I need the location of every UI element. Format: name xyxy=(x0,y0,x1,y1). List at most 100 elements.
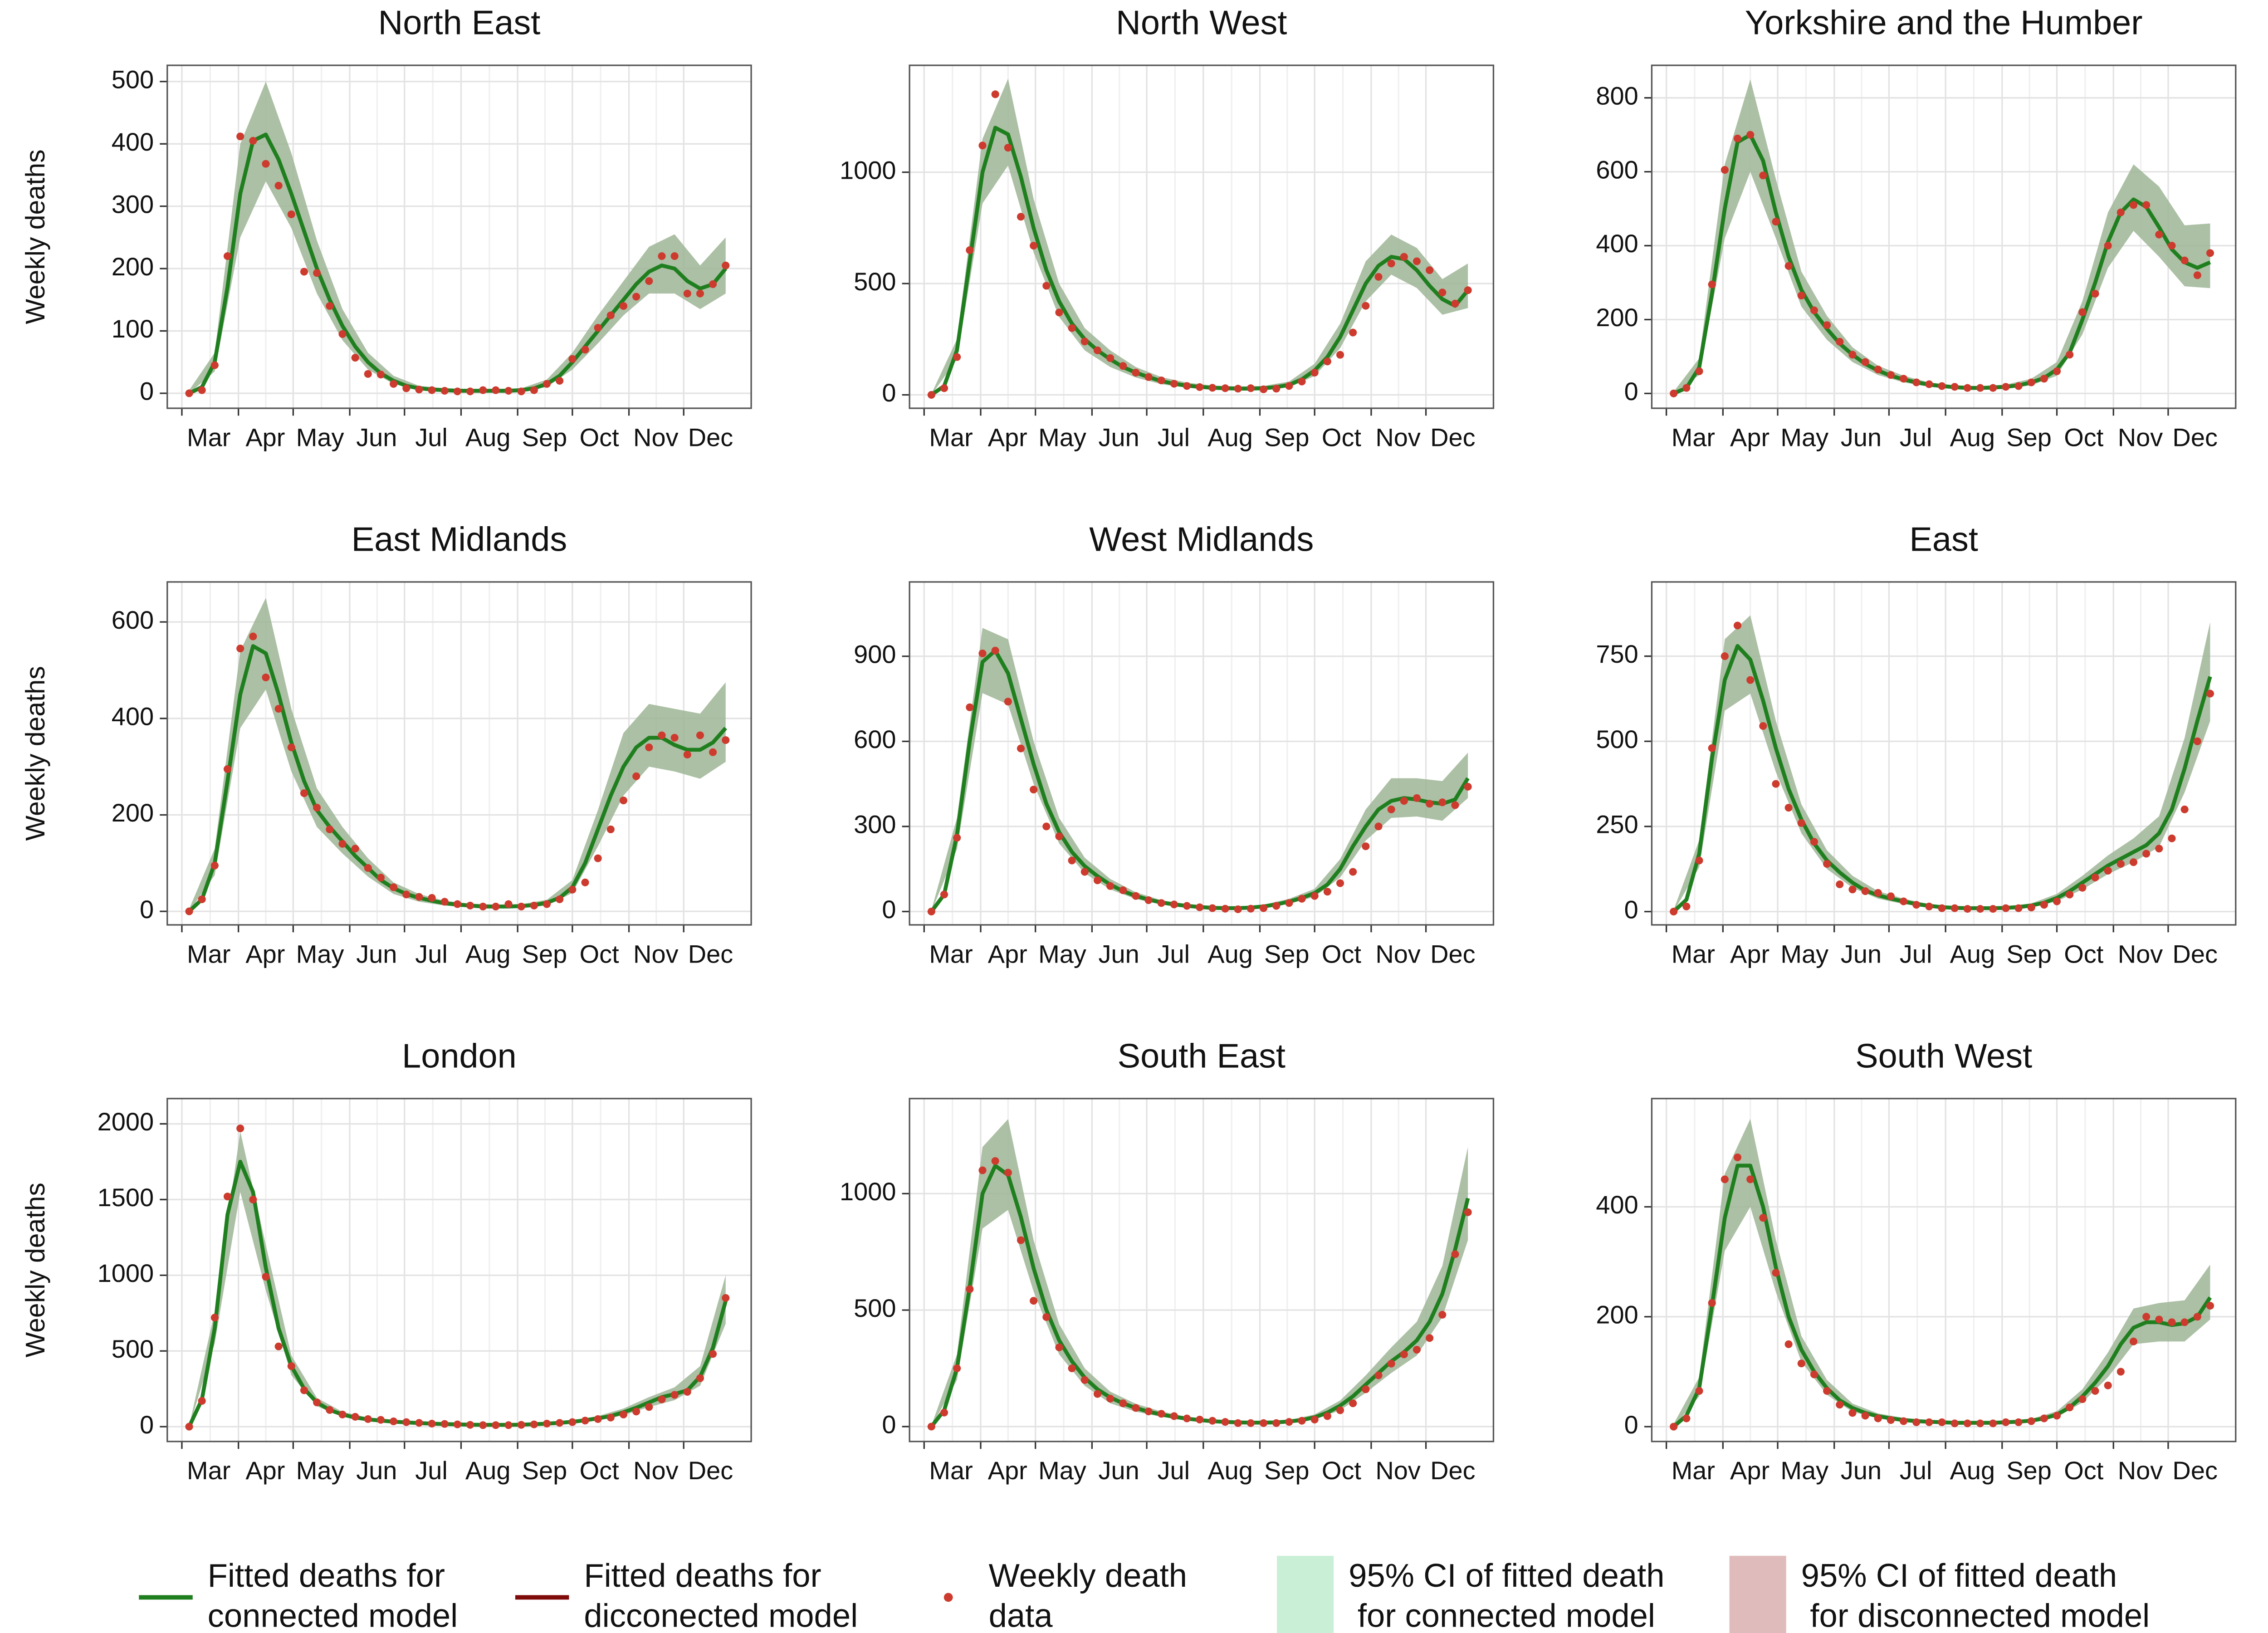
data-point xyxy=(1080,868,1089,876)
y-axis-label: Weekly deaths xyxy=(20,149,50,324)
panel-title: West Midlands xyxy=(1089,520,1314,558)
data-point xyxy=(2104,242,2112,250)
data-point xyxy=(619,1410,628,1418)
data-point xyxy=(198,895,206,904)
legend-label: for connected model xyxy=(1358,1598,1655,1633)
data-point xyxy=(1900,1417,1908,1425)
data-point xyxy=(2193,737,2201,745)
data-point xyxy=(402,890,411,899)
data-point xyxy=(1426,800,1434,808)
plot-background xyxy=(167,1098,752,1442)
data-point xyxy=(632,1408,640,1416)
panel-title: East xyxy=(1909,520,1978,558)
data-point xyxy=(1784,1340,1793,1348)
data-point xyxy=(1733,1153,1742,1161)
data-point xyxy=(1708,280,1716,288)
plot-frame xyxy=(166,581,752,926)
data-point xyxy=(2053,897,2061,905)
data-point xyxy=(953,1364,961,1373)
data-point xyxy=(1362,1385,1370,1393)
x-tick-label: Mar xyxy=(929,1456,973,1485)
data-point xyxy=(198,386,206,394)
data-point xyxy=(453,387,461,396)
data-point xyxy=(1874,889,1882,897)
x-tick-label: Aug xyxy=(1207,423,1253,452)
data-point xyxy=(1938,382,1946,390)
data-point xyxy=(1950,1419,1959,1428)
data-point xyxy=(1874,365,1882,373)
x-tick-label: Jun xyxy=(356,939,397,968)
x-tick-label: Nov xyxy=(633,423,679,452)
x-tick-label: Apr xyxy=(245,423,285,452)
x-tick-label: Mar xyxy=(1672,1456,1715,1485)
x-tick-label: Oct xyxy=(1322,423,1362,452)
data-point xyxy=(1387,805,1395,813)
data-point xyxy=(1157,1410,1165,1418)
data-point xyxy=(966,1285,974,1293)
data-point xyxy=(1234,385,1242,393)
data-point xyxy=(1132,1404,1140,1412)
y-tick-label: 400 xyxy=(1596,229,1638,258)
data-point xyxy=(236,1125,244,1133)
data-point xyxy=(2066,1403,2074,1412)
data-point xyxy=(1976,384,1984,392)
data-point xyxy=(658,1395,666,1403)
data-point xyxy=(1080,337,1089,346)
data-point xyxy=(1196,1416,1204,1424)
x-tick-label: Jul xyxy=(1158,423,1190,452)
data-point xyxy=(2040,901,2048,909)
x-tick-label: Aug xyxy=(1207,1456,1253,1485)
data-point xyxy=(1848,885,1857,894)
x-tick-label: Oct xyxy=(1322,939,1362,968)
ci-band xyxy=(1673,79,2210,394)
y-tick-label: 100 xyxy=(112,314,154,343)
data-point xyxy=(300,1386,308,1394)
x-tick-label: Oct xyxy=(2064,939,2104,968)
data-point xyxy=(991,90,999,98)
data-point xyxy=(1144,373,1153,381)
y-axis-label: Weekly deaths xyxy=(20,1183,50,1357)
data-point xyxy=(953,353,961,361)
data-point xyxy=(1042,822,1051,831)
data-point xyxy=(185,907,193,915)
legend-swatch xyxy=(1277,1555,1334,1633)
data-point xyxy=(1784,804,1793,812)
data-point xyxy=(415,893,423,901)
data-point xyxy=(1170,380,1178,388)
x-tick-label: Oct xyxy=(2064,423,2104,452)
y-tick-label: 600 xyxy=(1596,155,1638,184)
data-point xyxy=(466,1421,474,1429)
data-point xyxy=(556,895,564,904)
data-point xyxy=(1682,902,1691,910)
data-point xyxy=(543,900,551,908)
data-point xyxy=(1374,1371,1383,1379)
data-point xyxy=(1349,868,1357,876)
data-point xyxy=(530,386,538,394)
data-point xyxy=(338,330,347,338)
data-point xyxy=(2027,1417,2035,1425)
panel-title: South East xyxy=(1118,1037,1286,1075)
x-tick-label: Mar xyxy=(1672,939,1715,968)
data-point xyxy=(1030,242,1038,250)
data-point xyxy=(978,1166,987,1174)
data-point xyxy=(2002,383,2010,391)
data-point xyxy=(683,1388,691,1396)
y-tick-label: 600 xyxy=(112,606,154,634)
data-point xyxy=(492,1421,500,1429)
data-point xyxy=(1772,218,1780,226)
x-tick-label: Jul xyxy=(415,423,448,452)
x-tick-label: Dec xyxy=(688,423,733,452)
data-point xyxy=(1451,801,1459,809)
data-point xyxy=(2078,308,2087,316)
data-point xyxy=(1797,1359,1805,1368)
ci-band xyxy=(189,597,726,912)
data-point xyxy=(1861,887,1869,895)
data-point xyxy=(1836,880,1844,889)
data-point xyxy=(1336,879,1344,887)
data-point xyxy=(619,797,628,805)
data-point xyxy=(1413,794,1421,802)
data-point xyxy=(479,902,487,911)
data-point xyxy=(1784,262,1793,270)
data-point xyxy=(2180,1318,2189,1326)
x-tick-label: Mar xyxy=(187,423,230,452)
